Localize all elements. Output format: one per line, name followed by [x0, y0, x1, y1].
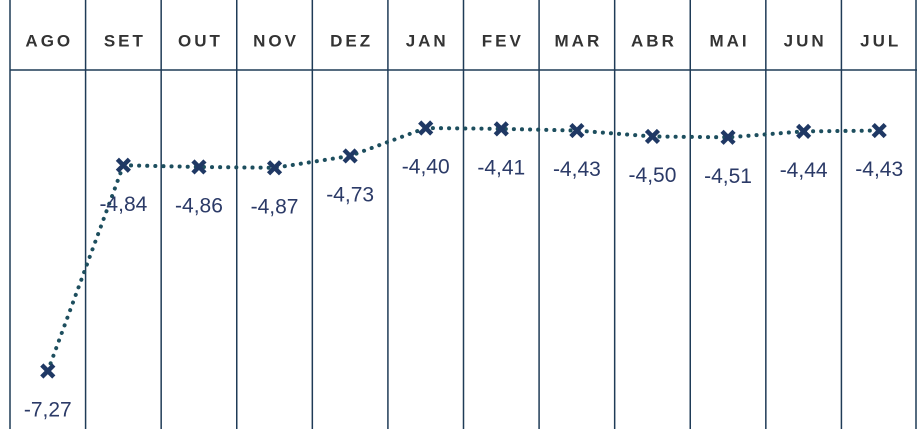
marker	[40, 363, 56, 379]
column-header: SET	[104, 31, 146, 50]
marker	[720, 129, 736, 145]
marker	[871, 122, 887, 139]
marker	[115, 157, 131, 173]
column-header: JUL	[860, 31, 901, 50]
column-header: FEV	[482, 31, 524, 50]
data-label: -4,40	[402, 156, 450, 179]
marker	[342, 148, 358, 164]
data-label: -4,43	[855, 158, 903, 181]
marker	[644, 128, 661, 145]
data-label: -4,51	[704, 165, 752, 188]
data-label: -4,44	[780, 159, 828, 182]
data-line	[45, 125, 882, 373]
column-header: JAN	[406, 31, 449, 50]
marker	[418, 120, 434, 136]
data-label: -4,43	[553, 158, 601, 181]
data-label: -4,73	[326, 183, 374, 206]
column-header: ABR	[631, 31, 677, 50]
column-header: JUN	[784, 31, 827, 50]
data-label: -4,87	[251, 195, 299, 218]
marker	[796, 123, 812, 139]
data-label: -4,86	[175, 194, 223, 217]
marker	[191, 159, 207, 175]
column-header: NOV	[253, 31, 299, 50]
column-header: OUT	[178, 31, 223, 50]
data-label: -4,50	[629, 164, 677, 187]
data-label: -4,84	[99, 193, 147, 216]
marker	[266, 160, 283, 176]
marker	[493, 121, 509, 137]
column-header: AGO	[25, 31, 73, 50]
data-label: -4,41	[477, 156, 525, 179]
column-header: MAR	[555, 31, 603, 50]
data-label: -7,27	[24, 399, 72, 422]
column-header: MAI	[709, 31, 749, 50]
marker	[569, 122, 585, 139]
column-header: DEZ	[330, 31, 373, 50]
